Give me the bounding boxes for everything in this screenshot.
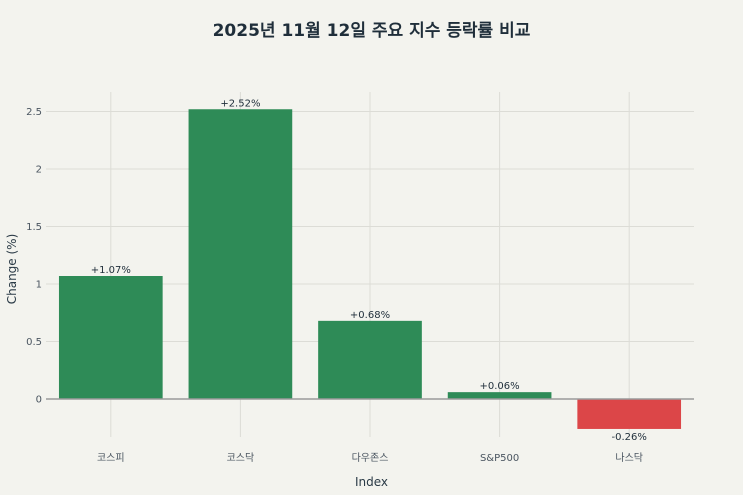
x-tick-label: 다우존스 [352, 452, 389, 464]
chart-title: 2025년 11월 12일 주요 지수 등락률 비교 [213, 21, 531, 41]
bar [447, 392, 552, 400]
x-tick-label: S&P500 [480, 453, 519, 464]
bar-value-label: +0.06% [480, 381, 520, 392]
data-labels: +1.07% +2.52% +0.68% +0.06% -0.26% [91, 98, 647, 443]
y-axis-ticks: 0 0.5 1 1.5 2 2.5 [26, 107, 42, 406]
x-axis-ticks: 코스피 코스닥 다우존스 S&P500 나스닥 [97, 452, 643, 464]
bar-value-label: +2.52% [220, 98, 260, 109]
x-axis-label: Index [355, 475, 388, 489]
y-tick-label: 2 [36, 165, 42, 176]
bar [58, 276, 163, 400]
bar-value-label: +0.68% [350, 310, 390, 321]
y-tick-label: 1.5 [26, 222, 42, 233]
y-axis-label: Change (%) [5, 234, 19, 305]
bar-value-label: -0.26% [612, 432, 647, 443]
bar [188, 109, 293, 400]
bar [318, 320, 422, 400]
y-tick-label: 1 [36, 280, 42, 291]
x-tick-label: 나스닥 [615, 452, 643, 464]
y-tick-label: 2.5 [26, 107, 42, 118]
x-tick-label: 코스닥 [227, 452, 255, 464]
y-tick-label: 0.5 [26, 337, 42, 348]
x-tick-label: 코스피 [97, 452, 125, 464]
y-tick-label: 0 [36, 395, 42, 406]
bar [577, 399, 682, 429]
bar-value-label: +1.07% [91, 265, 131, 276]
bars [58, 109, 682, 429]
